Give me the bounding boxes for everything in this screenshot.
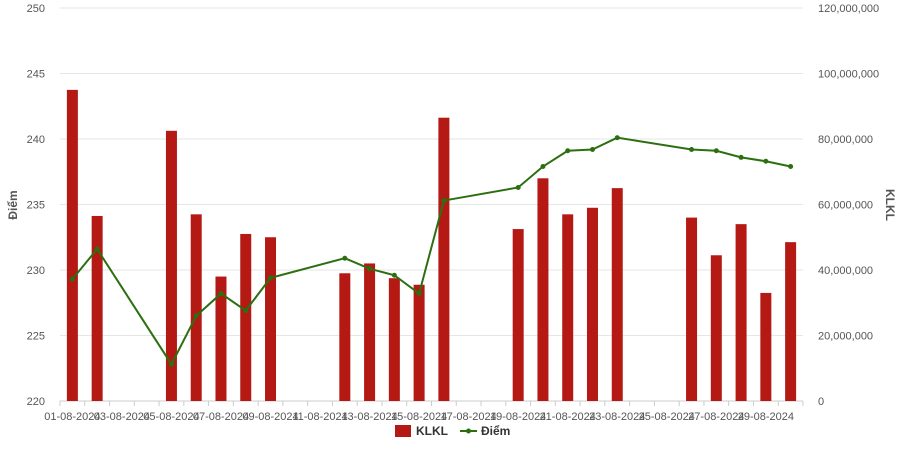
- left-axis-tick-label: 250: [27, 3, 45, 15]
- point-diem: [441, 198, 447, 204]
- legend-label-diem: Điểm: [481, 424, 510, 438]
- x-axis-tick-label: 01-08-2024: [44, 411, 100, 423]
- legend: KLKL Điểm: [395, 424, 510, 438]
- bar-klkl: [760, 292, 772, 401]
- x-axis-tick-label: 15-08-2024: [391, 411, 447, 423]
- point-diem: [565, 148, 571, 154]
- bar-klkl: [91, 215, 103, 401]
- bar-klkl: [562, 214, 574, 401]
- x-axis-tick-label: 11-08-2024: [292, 411, 347, 423]
- x-axis-tick-label: 07-08-2024: [193, 411, 249, 423]
- bar-klkl: [66, 89, 78, 401]
- point-diem: [69, 276, 75, 282]
- bar-klkl: [785, 242, 797, 401]
- point-diem: [94, 246, 100, 252]
- bar-klkl: [240, 233, 252, 401]
- left-axis-tick-label: 245: [27, 69, 45, 81]
- x-axis-tick-label: 27-08-2024: [688, 411, 744, 423]
- bar-klkl: [710, 255, 722, 401]
- point-diem: [763, 158, 769, 164]
- bar-series-klkl: [66, 89, 797, 402]
- point-diem: [515, 184, 521, 190]
- bar-klkl: [165, 130, 177, 401]
- point-diem: [268, 275, 274, 281]
- left-axis-tick-label: 225: [27, 331, 45, 343]
- right-axis-tick-label: 100,000,000: [818, 69, 879, 81]
- bar-klkl: [388, 278, 400, 401]
- bar-klkl: [438, 117, 450, 402]
- point-diem: [367, 266, 373, 272]
- point-diem: [243, 308, 249, 314]
- x-axis-tick-label: 19-08-2024: [490, 411, 546, 423]
- bar-klkl: [413, 284, 425, 401]
- right-axis-tick-label: 20,000,000: [818, 331, 873, 343]
- bar-klkl: [512, 229, 524, 401]
- left-axis-ticks: 250 245 240 235 230 225 220: [27, 3, 45, 408]
- x-axis-tick-label: 05-08-2024: [143, 411, 199, 423]
- bar-klkl: [686, 217, 698, 401]
- right-axis-tick-label: 60,000,000: [818, 200, 873, 212]
- bar-klkl: [611, 188, 623, 401]
- point-diem: [689, 146, 695, 152]
- point-diem: [218, 291, 224, 297]
- bar-klkl: [265, 237, 277, 401]
- point-diem: [416, 291, 422, 297]
- legend-swatch-klkl: [395, 425, 411, 437]
- line-diem-path: [71, 136, 791, 367]
- x-axis-tick-label: 23-08-2024: [589, 411, 645, 423]
- legend-swatch-diem-marker: [466, 428, 471, 434]
- bar-klkl: [215, 276, 227, 401]
- x-axis-tick-label: 17-08-2024: [441, 411, 497, 423]
- left-axis-tick-label: 220: [27, 396, 45, 408]
- point-diem: [788, 164, 794, 170]
- bar-klkl: [339, 273, 351, 401]
- right-axis-tick-label: 0: [818, 396, 824, 408]
- point-diem: [738, 154, 744, 160]
- point-diem: [342, 255, 348, 261]
- bar-klkl: [586, 207, 598, 401]
- point-diem: [713, 148, 719, 154]
- left-axis-tick-label: 235: [27, 200, 45, 212]
- x-axis-tick-label: 09-08-2024: [242, 411, 298, 423]
- line-series-diem: [69, 135, 794, 367]
- point-diem: [193, 313, 199, 319]
- right-axis-tick-label: 40,000,000: [818, 265, 873, 277]
- x-axis-tick-label: 25-08-2024: [639, 411, 695, 423]
- bar-klkl: [537, 178, 549, 401]
- right-axis-tick-label: 80,000,000: [818, 134, 873, 146]
- legend-label-klkl: KLKL: [416, 424, 448, 438]
- point-diem: [589, 146, 595, 152]
- right-axis-tick-label: 120,000,000: [818, 3, 879, 15]
- point-diem: [540, 164, 546, 170]
- right-axis-title: KLKL: [883, 189, 897, 221]
- point-diem: [168, 361, 174, 367]
- bar-klkl: [735, 224, 747, 401]
- bar-klkl: [364, 263, 376, 401]
- right-axis-ticks: 120,000,000 100,000,000 80,000,000 60,000,0…: [818, 3, 879, 408]
- left-axis-tick-label: 240: [27, 134, 45, 146]
- x-axis-ticks: 01-08-202403-08-202405-08-202407-08-2024…: [44, 401, 804, 423]
- left-axis-title: Điểm: [6, 190, 20, 219]
- x-axis-tick-label: 13-08-2024: [341, 411, 397, 423]
- point-diem: [614, 135, 620, 141]
- left-axis-tick-label: 230: [27, 265, 45, 277]
- point-diem: [391, 272, 397, 278]
- x-axis-tick-label: 29-08-2024: [738, 411, 794, 423]
- bar-klkl: [190, 214, 202, 401]
- x-axis-tick-label: 03-08-2024: [94, 411, 150, 423]
- x-axis-tick-label: 21-08-2024: [540, 411, 596, 423]
